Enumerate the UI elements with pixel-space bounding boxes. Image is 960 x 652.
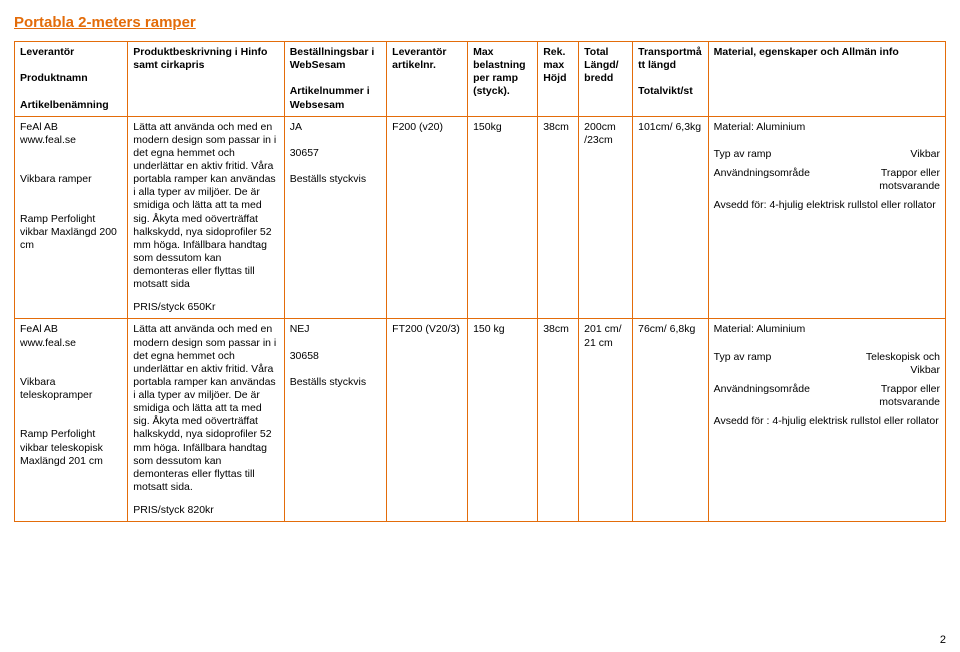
material-info: Material: AluminiumTyp av rampVikbarAnvä…	[708, 116, 945, 319]
orderable-cell: JA 30657 Beställs styckvis	[284, 116, 386, 319]
col-header-0: Leverantör Produktnamn Artikelbenämning	[15, 42, 128, 117]
col-header-3: Leverantör artikelnr.	[387, 42, 468, 117]
col-header-4: Max belastning per ramp (styck).	[468, 42, 538, 117]
col-header-5: Rek. max Höjd	[538, 42, 579, 117]
cell-c4: 150kg	[468, 116, 538, 319]
cell-c4: 150 kg	[468, 319, 538, 522]
product-table: Leverantör Produktnamn ArtikelbenämningP…	[14, 41, 946, 522]
table-row: FeAl AB www.feal.se Vikbara ramper Ramp …	[15, 116, 946, 319]
page-title: Portabla 2-meters ramper	[14, 14, 946, 31]
cell-c3: FT200 (V20/3)	[387, 319, 468, 522]
orderable-cell: NEJ 30658 Beställs styckvis	[284, 319, 386, 522]
supplier-cell: FeAl AB www.feal.se Vikbara ramper Ramp …	[15, 116, 128, 319]
cell-c6: 201 cm/ 21 cm	[579, 319, 633, 522]
cell-c3: F200 (v20)	[387, 116, 468, 319]
page-number: 2	[940, 634, 946, 646]
cell-c7: 76cm/ 6,8kg	[633, 319, 709, 522]
col-header-7: Transportmått längd Totalvikt/st	[633, 42, 709, 117]
supplier-cell: FeAl AB www.feal.se Vikbara teleskopramp…	[15, 319, 128, 522]
cell-c5: 38cm	[538, 319, 579, 522]
cell-c5: 38cm	[538, 116, 579, 319]
cell-c7: 101cm/ 6,3kg	[633, 116, 709, 319]
col-header-1: Produktbeskrivning i Hinfo samt cirkapri…	[128, 42, 284, 117]
description-cell: Lätta att använda och med en modern desi…	[128, 116, 284, 319]
col-header-2: Beställningsbar i WebSesam Artikelnummer…	[284, 42, 386, 117]
col-header-8: Material, egenskaper och Allmän info	[708, 42, 945, 117]
col-header-6: Total Längd/ bredd	[579, 42, 633, 117]
description-cell: Lätta att använda och med en modern desi…	[128, 319, 284, 522]
material-info: Material: AluminiumTyp av rampTeleskopis…	[708, 319, 945, 522]
table-row: FeAl AB www.feal.se Vikbara teleskopramp…	[15, 319, 946, 522]
cell-c6: 200cm /23cm	[579, 116, 633, 319]
